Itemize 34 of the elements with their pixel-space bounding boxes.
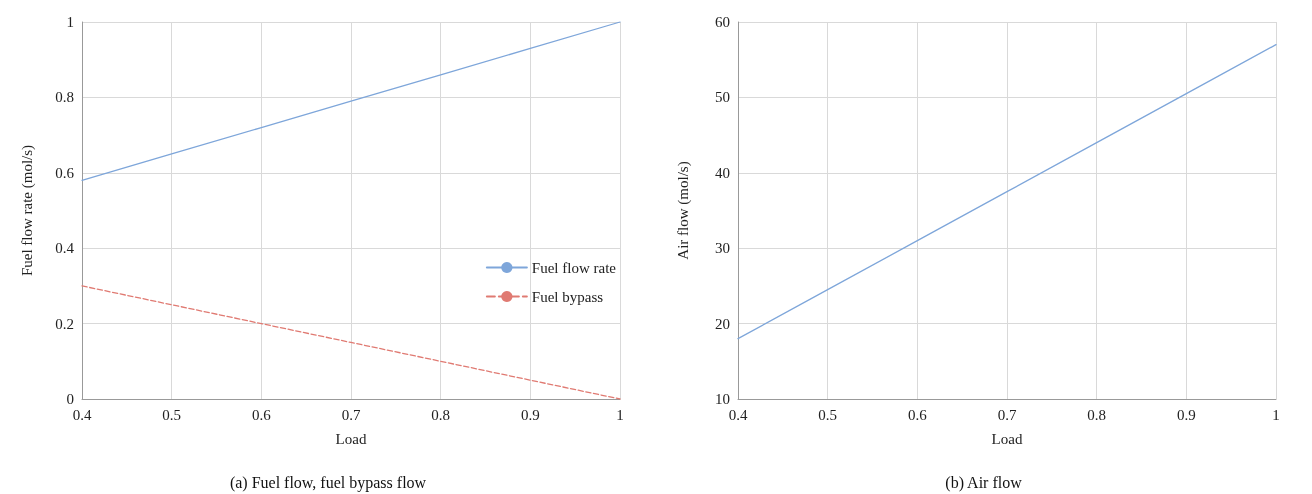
y-axis-title: Air flow (mol/s) [674,161,692,260]
y-tick-label: 40 [715,164,730,181]
y-tick-label: 50 [715,89,730,106]
x-tick-label: 0.8 [431,406,451,423]
y-tick-label: 0.6 [55,164,75,181]
y-tick-label: 0 [66,391,74,407]
x-tick-label: 0.6 [907,406,928,423]
x-tick-label: 0.9 [1176,406,1196,423]
x-tick-label: 0.7 [341,406,361,423]
x-axis-title: Load [991,430,1023,447]
y-tick-label: 0.4 [55,240,75,257]
line-series [737,43,1277,340]
x-axis-title: Load [335,430,367,447]
y-axis-title: Fuel flow rate (mol/s) [18,144,36,277]
x-tick-label: 1 [616,406,624,423]
text: (a) Fuel flow, fuel bypass flow [229,473,427,492]
x-tick-label: 1 [1272,406,1280,423]
y-tick-label: 0.2 [55,315,74,332]
y-tick-label: 0.8 [55,89,74,106]
legend-label: Fuel bypass [531,288,604,305]
x-tick-label: 0.8 [1087,406,1107,423]
y-tick-label: 30 [715,240,730,257]
x-tick-label: 0.5 [818,406,838,423]
x-tick-label: 0.9 [520,406,540,423]
legend-label: Fuel flow rate [531,259,617,276]
x-tick-label: 0.6 [251,406,272,423]
y-tick-label: 60 [715,14,730,30]
y-tick-label: 10 [715,391,730,407]
text: (b) Air flow [945,473,1023,492]
y-tick-label: 20 [715,315,730,332]
x-tick-label: 0.5 [162,406,182,423]
y-tick-label: 1 [66,14,74,30]
x-tick-label: 0.7 [997,406,1017,423]
x-tick-label: 0.4 [728,406,748,423]
